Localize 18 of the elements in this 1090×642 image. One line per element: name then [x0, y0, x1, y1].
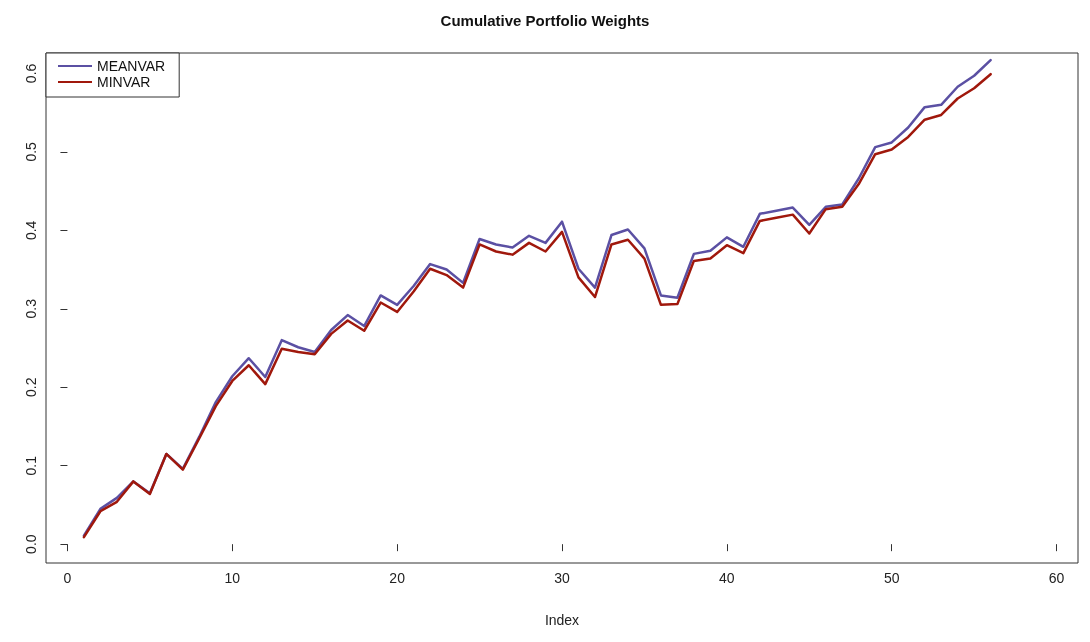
y-tick-label: 0.3 — [23, 298, 39, 319]
x-tick-label: 10 — [224, 570, 241, 586]
x-tick-label: 40 — [719, 570, 735, 586]
x-tick-label: 0 — [63, 570, 72, 586]
legend-label: MEANVAR — [97, 58, 166, 74]
legend-label: MINVAR — [97, 74, 151, 90]
x-tick-label: 50 — [883, 570, 900, 586]
y-tick-label: 0.0 — [23, 534, 39, 554]
y-tick-label: 0.2 — [23, 377, 39, 397]
y-tick-label: 0.5 — [23, 141, 39, 162]
y-tick-label: 0.1 — [23, 455, 39, 476]
x-tick-label: 60 — [1048, 570, 1065, 586]
x-tick-label: 30 — [554, 570, 570, 586]
y-tick-label: 0.6 — [23, 63, 39, 84]
x-tick-label: 20 — [389, 570, 406, 586]
y-tick-label: 0.4 — [23, 220, 39, 241]
chart-title: Cumulative Portfolio Weights — [440, 12, 650, 29]
x-axis-title: Index — [544, 612, 580, 628]
